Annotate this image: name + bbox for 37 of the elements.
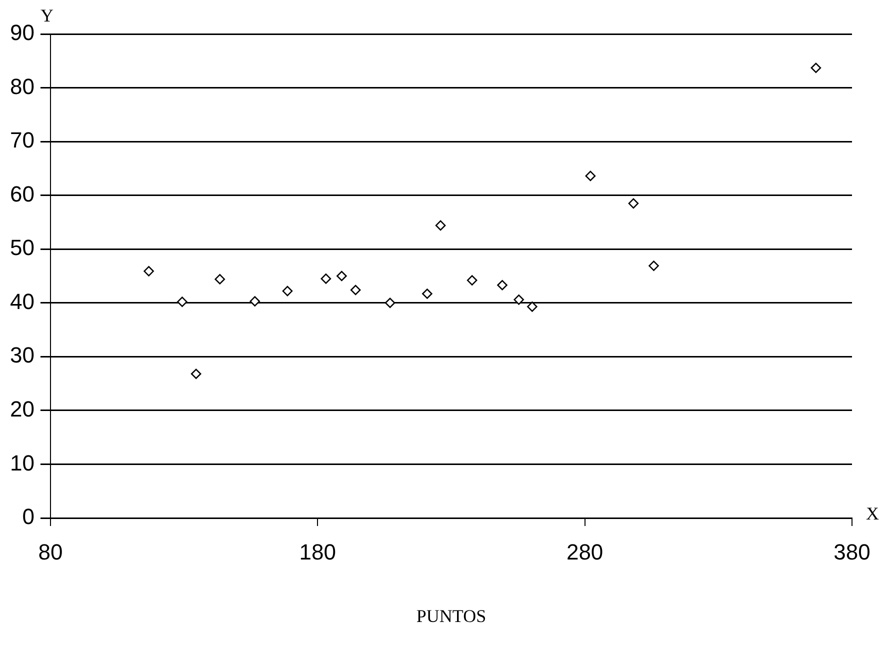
y-axis-title: Y: [40, 6, 54, 26]
x-tick-label: 180: [299, 539, 336, 564]
point: [282, 286, 293, 296]
y-tick-label: 70: [10, 128, 34, 153]
point: [144, 266, 154, 276]
y-tick-label: 20: [10, 396, 34, 422]
point: [466, 275, 478, 286]
point: [527, 302, 538, 312]
y-tick-label: 30: [10, 342, 34, 368]
point: [648, 260, 659, 271]
x-tick-label: 280: [566, 539, 604, 564]
point: [177, 296, 188, 307]
point: [514, 294, 524, 305]
y-tick-label: 90: [10, 20, 34, 46]
point: [214, 274, 226, 284]
y-tick-label: 60: [10, 181, 34, 206]
point: [190, 368, 202, 380]
y-tick-label: 0: [22, 504, 34, 530]
point: [250, 296, 260, 306]
y-tick-label: 10: [10, 450, 34, 476]
point: [497, 280, 508, 290]
point: [422, 288, 432, 299]
point: [320, 274, 332, 284]
y-tick-label: 40: [10, 288, 34, 314]
point: [350, 284, 361, 296]
y-tick-label: 50: [10, 235, 34, 260]
point: [810, 62, 822, 74]
x-axis-title: PUNTOS: [416, 606, 486, 626]
point: [336, 270, 347, 282]
x-tick-label: 380: [834, 539, 870, 564]
point: [628, 198, 639, 209]
text: X: [866, 504, 879, 524]
point: [585, 170, 596, 182]
point: [384, 298, 396, 308]
y-tick-label: 80: [10, 74, 34, 99]
x-tick-label: 80: [38, 539, 63, 564]
point: [435, 220, 446, 231]
